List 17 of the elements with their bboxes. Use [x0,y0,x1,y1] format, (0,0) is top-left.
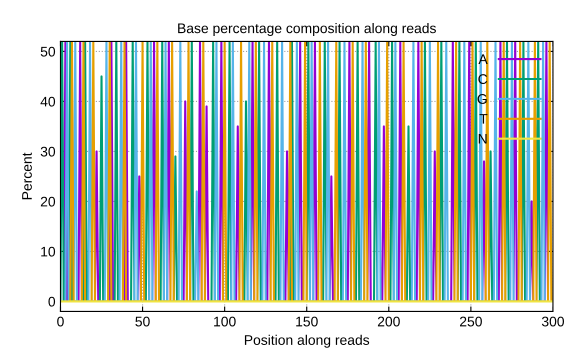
y-tick-label: 50 [40,46,56,57]
x-tick-label: 100 [214,316,236,326]
y-tick-label: 10 [41,246,56,257]
x-axis-title: Position along reads [244,334,370,348]
y-tick-label: 30 [40,146,56,157]
x-tick-label: 150 [296,316,318,326]
x-tick-label: 300 [542,316,564,326]
x-tick-label: 0 [57,316,64,326]
x-tick-label: 250 [460,316,482,326]
y-tick-label: 0 [48,296,56,307]
legend-label: T [480,114,488,124]
x-tick-label: 50 [135,316,150,326]
y-axis-title: Percent [22,152,32,200]
y-tick-label: 40 [40,96,56,107]
y-tick-label: 20 [40,196,56,207]
chart-title: Base percentage composition along reads [178,23,436,36]
x-tick-label: 200 [378,316,400,326]
